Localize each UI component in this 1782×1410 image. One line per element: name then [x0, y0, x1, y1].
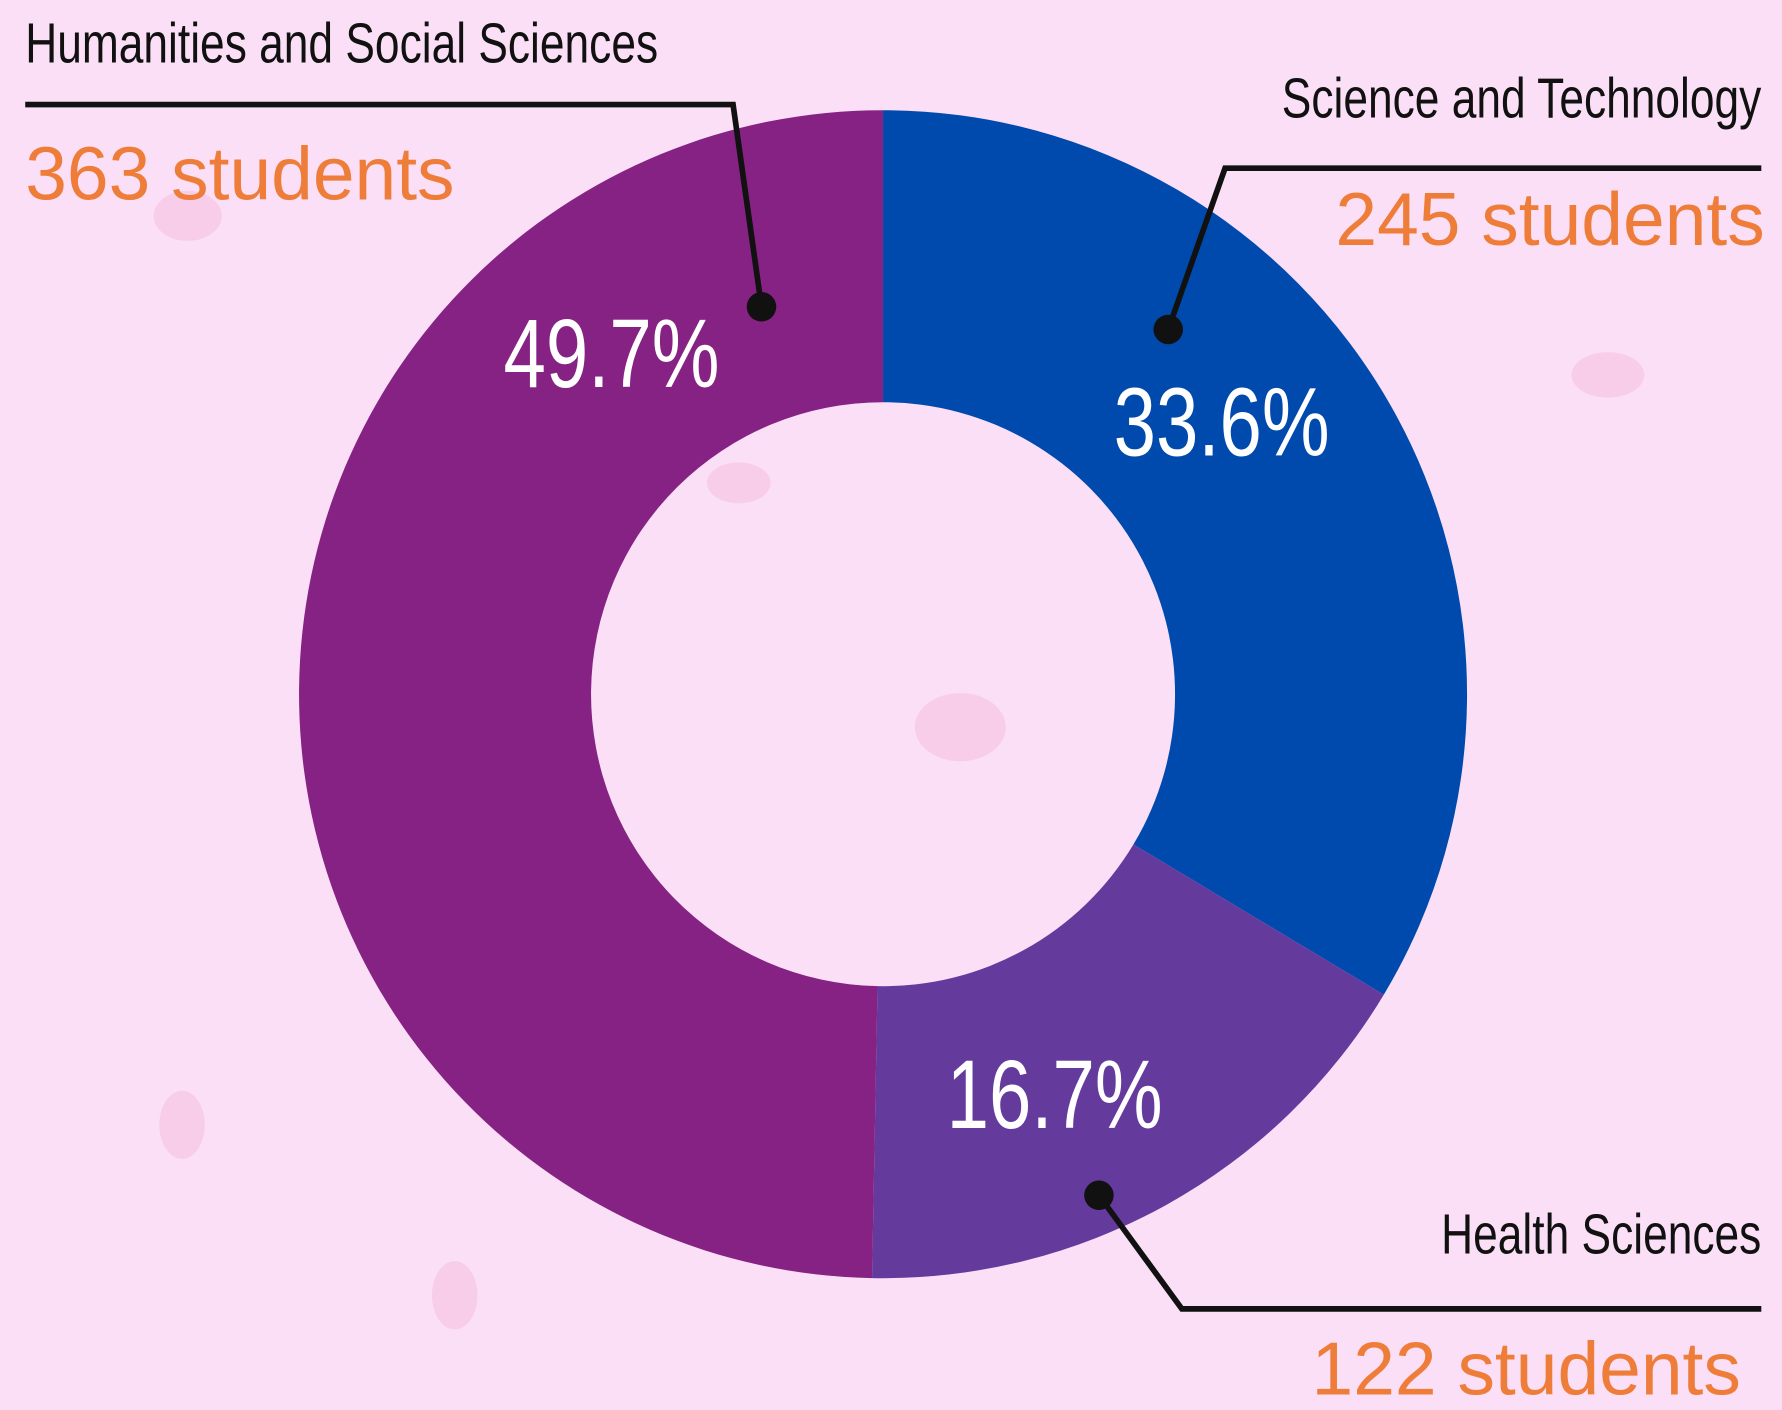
leader-dot: [1153, 315, 1183, 345]
donut-segment: [299, 110, 883, 1278]
value-label: 33.6%: [1114, 367, 1330, 476]
leader-dot: [747, 292, 777, 322]
category-label: Health Sciences: [1441, 1202, 1761, 1266]
category-label: Science and Technology: [1282, 66, 1762, 130]
count-label: 122 students: [1312, 1327, 1741, 1410]
count-label: 245 students: [1335, 177, 1764, 261]
leader-dot: [1084, 1180, 1114, 1210]
count-label: 363 students: [25, 131, 454, 215]
page: Science and Technology 245 students 33.6% H…: [0, 0, 1782, 1410]
chart: Science and Technology 245 students 33.6% H…: [0, 0, 1782, 1410]
value-label: 49.7%: [503, 299, 719, 408]
category-label: Humanities and Social Sciences: [25, 11, 658, 75]
value-label: 16.7%: [947, 1040, 1163, 1149]
